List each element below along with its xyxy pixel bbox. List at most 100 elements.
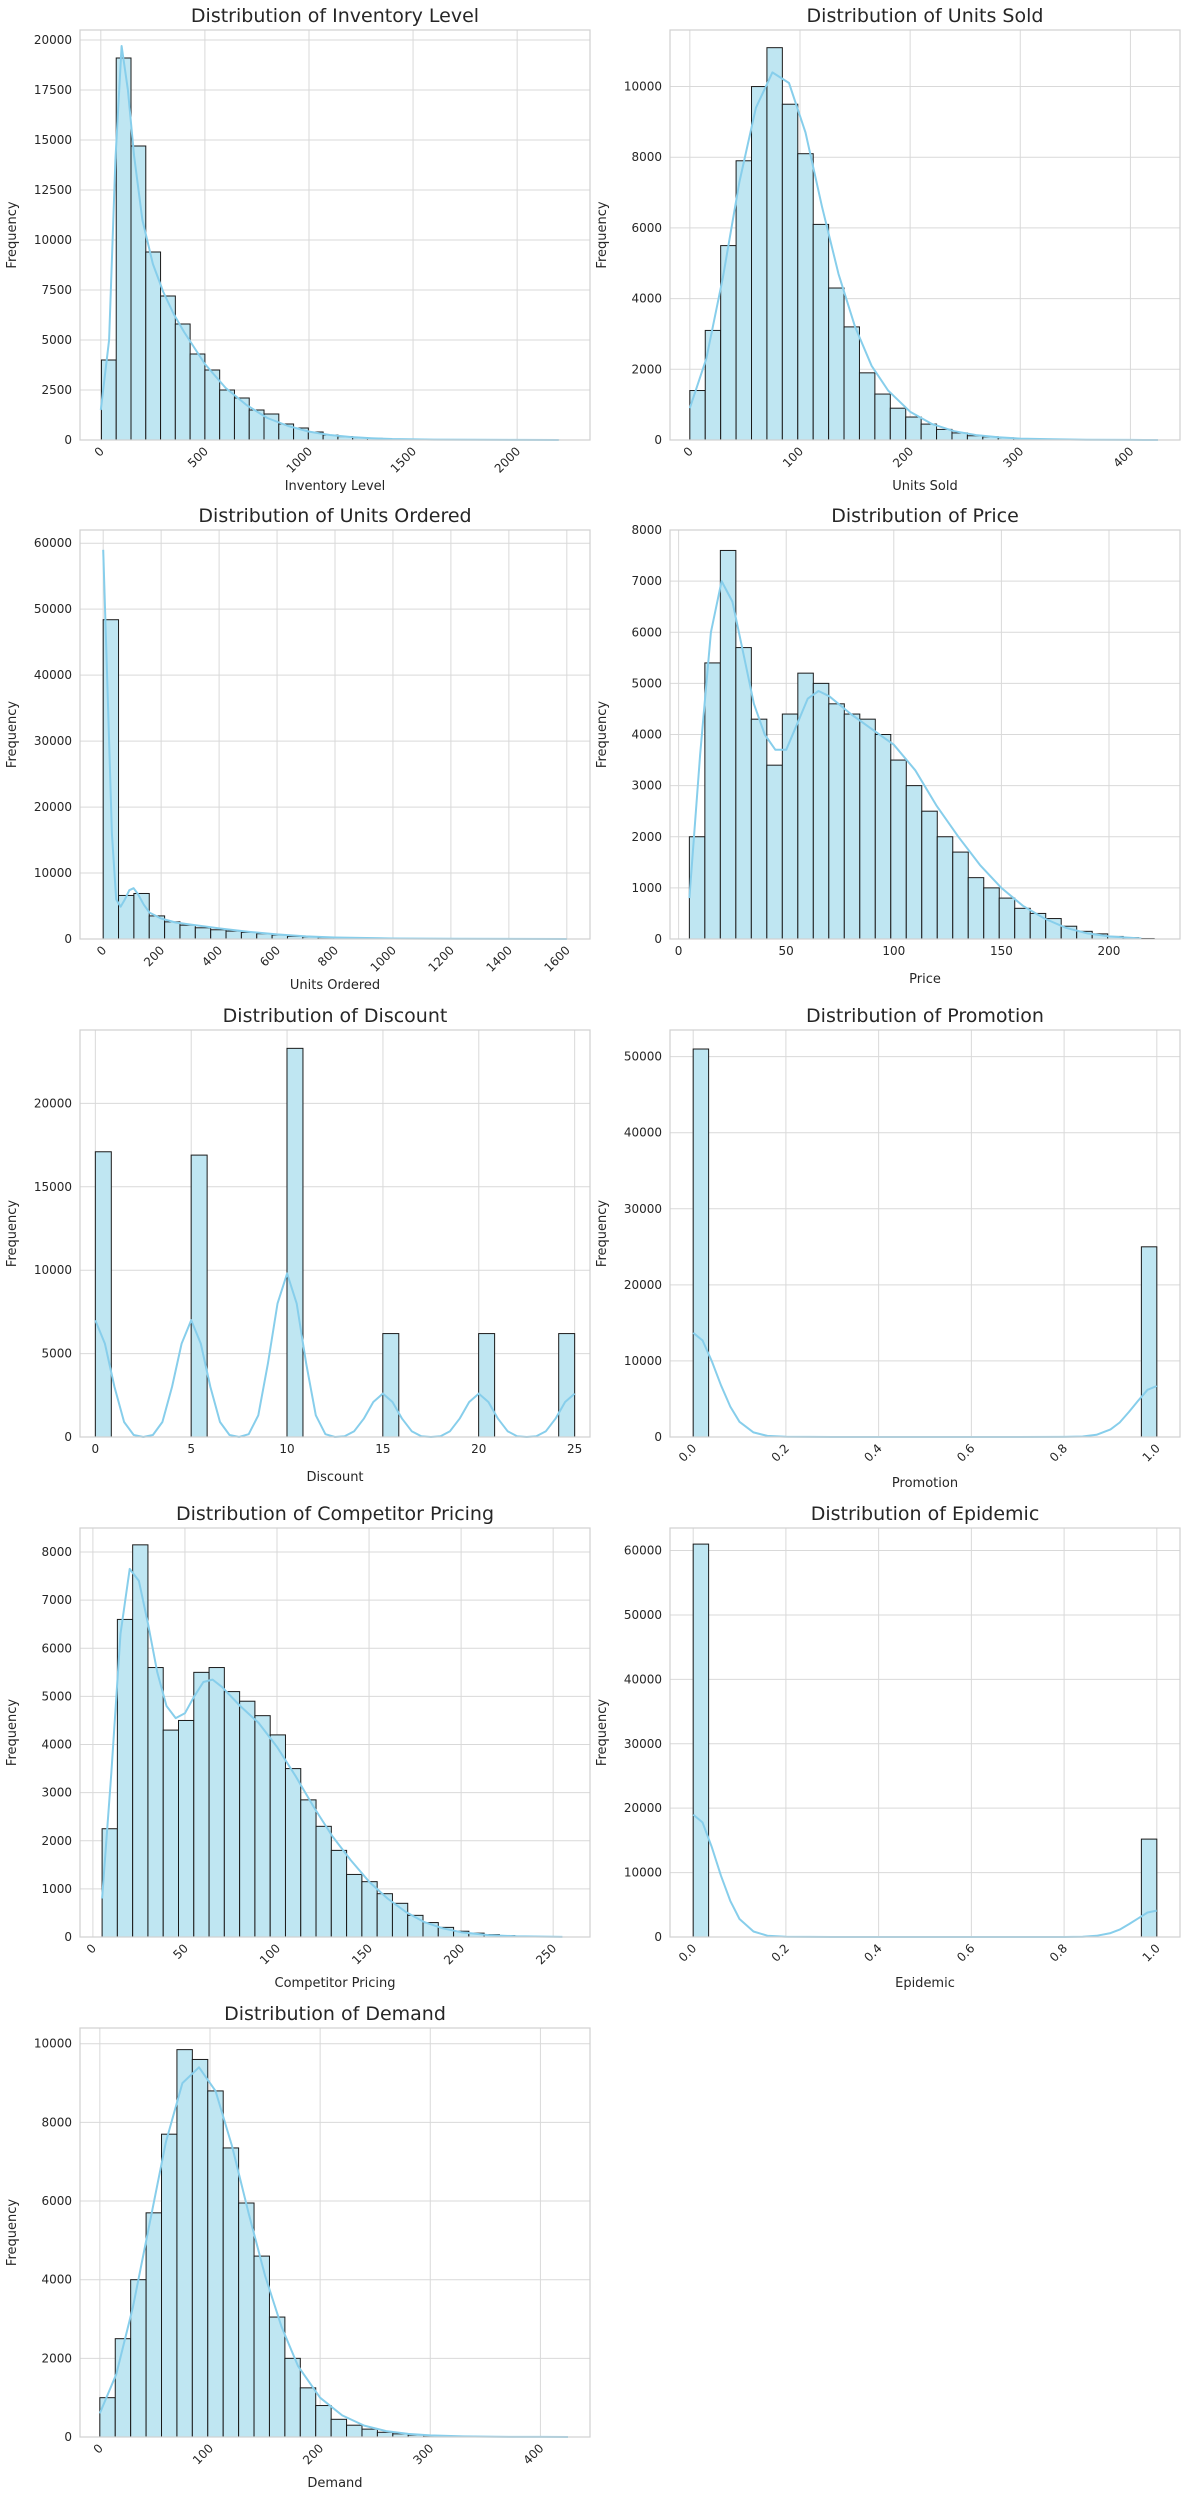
y-tick-label: 6000 bbox=[631, 221, 662, 235]
x-tick-label: 0 bbox=[681, 444, 696, 459]
x-tick-label: 200 bbox=[890, 444, 916, 470]
x-axis-label: Demand bbox=[307, 2476, 362, 2490]
x-tick-label: 600 bbox=[257, 943, 283, 969]
histogram-bar bbox=[690, 391, 705, 440]
x-tick-label: 0.2 bbox=[769, 1941, 792, 1964]
histogram-bar bbox=[383, 1334, 399, 1437]
histogram-bar bbox=[752, 87, 767, 440]
y-tick-label: 6000 bbox=[41, 1641, 72, 1655]
x-tick-label: 50 bbox=[170, 1941, 191, 1962]
y-tick-label: 20000 bbox=[34, 1096, 72, 1110]
y-tick-label: 4000 bbox=[631, 292, 662, 306]
y-tick-label: 8000 bbox=[631, 523, 662, 537]
histogram-bar bbox=[937, 429, 952, 440]
histogram-bar bbox=[115, 2339, 130, 2437]
y-tick-label: 0 bbox=[654, 433, 662, 447]
x-tick-label: 200 bbox=[300, 2441, 326, 2467]
x-tick-label: 0.4 bbox=[861, 1441, 884, 1464]
y-tick-label: 10000 bbox=[624, 80, 662, 94]
histogram-bar bbox=[177, 2050, 192, 2437]
chart-title: Distribution of Demand bbox=[224, 2003, 446, 2025]
y-tick-label: 12500 bbox=[34, 183, 72, 197]
x-tick-label: 0.6 bbox=[954, 1941, 977, 1964]
histogram-bar bbox=[693, 1544, 708, 1937]
histogram-bar bbox=[331, 2419, 346, 2437]
histogram-bar bbox=[875, 735, 890, 940]
y-tick-label: 0 bbox=[64, 1430, 72, 1444]
x-tick-label: 800 bbox=[315, 943, 341, 969]
x-tick-label: 0 bbox=[675, 944, 683, 958]
histogram-bar bbox=[921, 424, 936, 440]
x-tick-label: 1200 bbox=[426, 943, 457, 974]
y-tick-label: 0 bbox=[64, 2430, 72, 2444]
histogram-bar bbox=[194, 1672, 209, 1937]
x-tick-label: 1500 bbox=[388, 444, 419, 475]
histogram-bar bbox=[316, 2406, 331, 2437]
y-tick-label: 8000 bbox=[41, 2115, 72, 2129]
histogram-bar bbox=[331, 1850, 346, 1937]
histogram-bar bbox=[163, 1730, 178, 1937]
histogram-bar bbox=[829, 288, 844, 440]
histogram-bar bbox=[101, 360, 116, 440]
x-axis-label: Units Ordered bbox=[290, 978, 380, 993]
y-axis-label: Frequency bbox=[5, 201, 20, 268]
histogram-bar bbox=[179, 1720, 194, 1937]
histogram-bar bbox=[211, 930, 226, 939]
histogram-bar bbox=[240, 1701, 255, 1937]
y-tick-label: 10000 bbox=[624, 1354, 662, 1368]
y-tick-label: 7000 bbox=[631, 574, 662, 588]
chart-title: Distribution of Units Sold bbox=[807, 5, 1044, 27]
x-tick-label: 100 bbox=[257, 1941, 283, 1967]
histogram-bar bbox=[751, 719, 766, 939]
x-axis-label: Competitor Pricing bbox=[275, 1976, 396, 1991]
x-tick-label: 0.8 bbox=[1047, 1941, 1070, 1964]
histogram-bar bbox=[209, 1668, 224, 1937]
histogram-bar bbox=[117, 1619, 132, 1937]
y-tick-label: 20000 bbox=[34, 800, 72, 814]
histogram-bar bbox=[705, 330, 720, 440]
y-tick-label: 15000 bbox=[34, 133, 72, 147]
histogram-bar bbox=[736, 648, 751, 939]
histogram-bar bbox=[922, 811, 937, 939]
histogram-bar bbox=[705, 663, 720, 939]
y-tick-label: 20000 bbox=[34, 33, 72, 47]
histogram-bar bbox=[377, 2432, 392, 2437]
histogram-bar bbox=[937, 837, 952, 939]
histogram-bar bbox=[736, 161, 751, 440]
x-tick-label: 200 bbox=[141, 943, 167, 969]
histogram-bar bbox=[844, 714, 859, 939]
y-tick-label: 30000 bbox=[624, 1737, 662, 1751]
y-tick-label: 20000 bbox=[624, 1801, 662, 1815]
x-tick-label: 0.2 bbox=[769, 1441, 792, 1464]
chart-title: Distribution of Discount bbox=[223, 1005, 448, 1027]
x-tick-label: 100 bbox=[882, 944, 905, 958]
x-tick-label: 1600 bbox=[541, 943, 572, 974]
x-tick-label: 0 bbox=[92, 1442, 100, 1456]
histogram-bar bbox=[479, 1334, 495, 1437]
y-tick-label: 0 bbox=[64, 1930, 72, 1944]
chart-title: Distribution of Promotion bbox=[806, 1005, 1044, 1027]
histogram-bar bbox=[1141, 1839, 1156, 1937]
histogram-bar bbox=[161, 296, 176, 440]
histogram-bar bbox=[165, 922, 180, 939]
histogram-bar bbox=[968, 878, 983, 939]
y-tick-label: 6000 bbox=[631, 625, 662, 639]
x-tick-label: 1.0 bbox=[1140, 1441, 1163, 1464]
y-tick-label: 10000 bbox=[34, 233, 72, 247]
x-tick-label: 0.0 bbox=[676, 1441, 699, 1464]
histogram-bar bbox=[408, 1915, 423, 1937]
histogram-bar bbox=[798, 154, 813, 440]
y-tick-label: 30000 bbox=[34, 734, 72, 748]
y-tick-label: 4000 bbox=[41, 1738, 72, 1752]
histogram-bar bbox=[205, 370, 220, 440]
histogram-bar bbox=[1141, 1247, 1156, 1437]
y-tick-label: 7000 bbox=[41, 1593, 72, 1607]
chart-title: Distribution of Inventory Level bbox=[191, 5, 479, 27]
x-tick-label: 0 bbox=[94, 943, 109, 958]
x-axis-label: Epidemic bbox=[895, 1976, 955, 1991]
y-axis-label: Frequency bbox=[5, 2199, 20, 2266]
